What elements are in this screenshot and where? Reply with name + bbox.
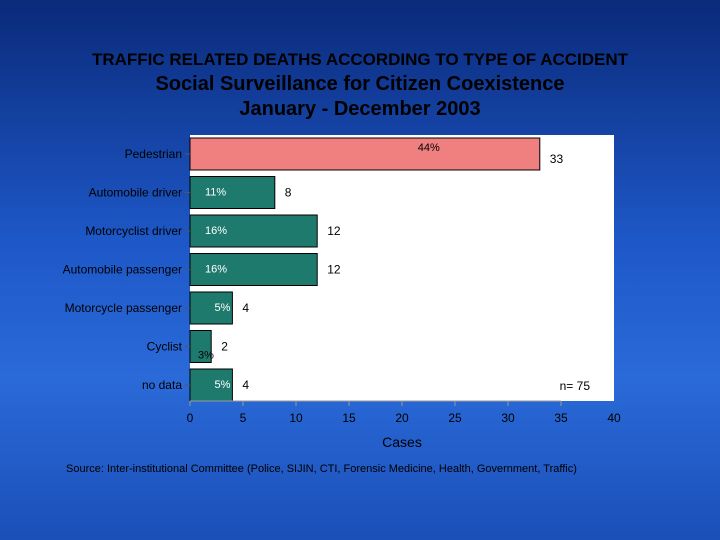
x-tick-label: 20 (395, 411, 409, 425)
x-tick-label: 10 (289, 411, 303, 425)
value-label: 8 (285, 186, 292, 200)
bar-pedestrian (189, 137, 541, 171)
percent-label: 16% (205, 264, 227, 276)
x-tick-label: 35 (554, 411, 568, 425)
percent-label: 5% (214, 379, 230, 391)
chart-period: January - December 2003 (239, 98, 481, 120)
x-tick-label: 40 (607, 411, 621, 425)
category-label: Cyclist (147, 340, 183, 354)
bar-motorcycle-passenger (189, 291, 233, 325)
source-note: Source: Inter-institutional Committee (P… (66, 463, 577, 475)
category-label: Motorcyclist driver (85, 224, 182, 238)
percent-label: 3% (198, 350, 214, 362)
category-label: Pedestrian (125, 147, 182, 161)
x-tick-label: 0 (187, 411, 194, 425)
value-label: 4 (242, 378, 249, 392)
x-axis-label: Cases (382, 434, 422, 450)
x-tick-label: 5 (240, 411, 247, 425)
bar-motorcyclist-driver (189, 214, 318, 248)
value-label: 12 (327, 263, 341, 277)
value-label: 4 (242, 301, 249, 315)
category-label: Motorcycle passenger (65, 301, 182, 315)
bar-automobile-passenger (189, 253, 318, 286)
category-label: Automobile passenger (63, 263, 182, 277)
chart-title: TRAFFIC RELATED DEATHS ACCORDING TO TYPE… (91, 50, 629, 69)
category-label: Automobile driver (89, 186, 182, 200)
percent-label: 44% (418, 142, 440, 154)
bar-no-data (189, 368, 233, 402)
x-tick-label: 15 (342, 411, 356, 425)
x-tick-label: 25 (448, 411, 462, 425)
value-label: 2 (221, 340, 228, 354)
category-label: no data (142, 378, 182, 392)
chart-subtitle: Social Surveillance for Citizen Coexiste… (155, 73, 565, 95)
value-label: 33 (550, 152, 564, 166)
sample-size-annotation: n= 75 (560, 379, 591, 393)
x-tick-label: 30 (501, 411, 515, 425)
percent-label: 11% (205, 187, 226, 199)
percent-label: 5% (214, 302, 230, 314)
bar-automobile-driver (189, 176, 276, 209)
value-label: 12 (327, 224, 341, 238)
percent-label: 16% (205, 225, 227, 237)
